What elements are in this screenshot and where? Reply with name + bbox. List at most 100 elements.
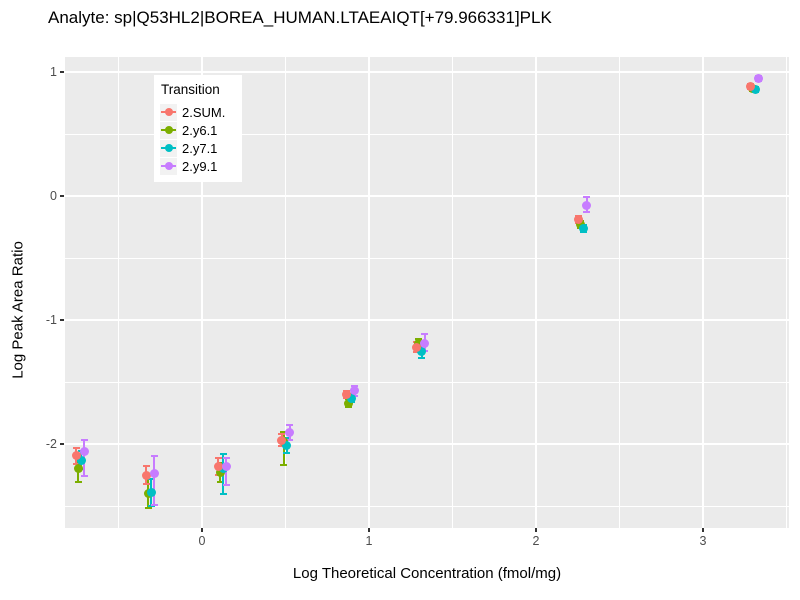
data-point-2.y6.1 <box>344 398 354 408</box>
data-point-2.y7.1 <box>146 487 156 497</box>
data-point-2.SUM. <box>412 342 422 352</box>
data-point-2.y6.1 <box>215 468 225 478</box>
y-tick-label: 1 <box>50 65 57 79</box>
error-bar-cap <box>583 196 591 199</box>
error-bar-cap <box>142 465 150 468</box>
error-bar <box>153 456 156 505</box>
error-bar-cap <box>72 446 80 449</box>
data-point-2.SUM. <box>71 450 81 460</box>
errorbar-point-key-icon <box>160 157 177 175</box>
x-tick-label: 0 <box>198 534 206 548</box>
gridline-major-x <box>368 57 370 528</box>
chart-title: Analyte: sp|Q53HL2|BOREA_HUMAN.LTAEAIQT[… <box>48 8 552 27</box>
y-tick-mark <box>60 319 64 321</box>
x-tick-label: 2 <box>532 534 540 548</box>
x-tick-mark <box>535 528 537 532</box>
gridline-minor-y <box>65 257 789 259</box>
gridline-minor-y <box>65 381 789 383</box>
error-bar-cap <box>278 445 285 448</box>
legend-item-label: 2.y9.1 <box>182 158 218 174</box>
legend-title: Transition <box>161 82 220 97</box>
data-point-2.y9.1 <box>221 461 231 471</box>
data-point-2.SUM. <box>213 461 223 471</box>
legend-item-2y91: 2.y9.1 <box>160 157 242 175</box>
legend: Transition 2.SUM. 2.y6.1 2.y7.1 2.y9.1 <box>154 75 242 182</box>
data-point-2.y9.1 <box>582 201 592 211</box>
legend-item-2y61: 2.y6.1 <box>160 121 242 139</box>
data-point-2.y9.1 <box>285 428 294 438</box>
legend-item-2y71: 2.y7.1 <box>160 139 242 157</box>
x-tick-mark <box>702 528 704 532</box>
gridline-major-y <box>65 443 789 445</box>
y-tick-mark <box>60 71 64 73</box>
error-bar-cap <box>280 430 287 433</box>
x-tick-label: 3 <box>699 534 707 548</box>
errorbar-point-key-icon <box>160 121 177 139</box>
x-tick-mark <box>368 528 370 532</box>
error-bar-cap <box>351 384 359 387</box>
error-bar-cap <box>147 477 155 480</box>
gridline-minor-y <box>65 505 789 507</box>
gridline-minor-x <box>452 57 453 528</box>
gridline-minor-x <box>786 57 787 528</box>
error-bar-cap <box>150 503 158 506</box>
data-point-2.SUM. <box>141 470 151 480</box>
gridline-major-x <box>702 57 704 528</box>
gridline-minor-x <box>619 57 620 528</box>
legend-item-label: 2.SUM. <box>182 104 226 120</box>
error-bar-cap <box>421 332 429 335</box>
error-bar-cap <box>413 351 421 354</box>
data-point-2.SUM. <box>746 82 756 92</box>
data-point-2.y7.1 <box>417 346 427 356</box>
legend-item-label: 2.y6.1 <box>182 122 218 138</box>
x-tick-label: 1 <box>365 534 373 548</box>
y-tick-label: -2 <box>45 437 57 451</box>
x-tick-mark <box>201 528 203 532</box>
data-point-2.y9.1 <box>754 73 764 83</box>
error-bar-cap <box>72 462 80 465</box>
error-bar-cap <box>418 357 426 360</box>
y-tick-label: 0 <box>50 189 57 203</box>
gridline-major-x <box>535 57 537 528</box>
error-bar-cap <box>216 481 224 484</box>
gridline-minor-x <box>285 57 286 528</box>
data-point-2.SUM. <box>342 389 352 399</box>
error-bar-cap <box>283 451 290 454</box>
error-bar-cap <box>286 439 293 442</box>
error-bar-cap <box>150 455 158 458</box>
gridline-major-x <box>201 57 203 528</box>
errorbar-point-key-icon <box>160 139 177 157</box>
legend-item-label: 2.y7.1 <box>182 140 218 156</box>
y-tick-mark <box>60 195 64 197</box>
data-point-2.y7.1 <box>751 84 761 94</box>
gridline-minor-x <box>118 57 119 528</box>
data-point-2.y6.1 <box>73 464 83 474</box>
error-bar-cap <box>144 507 152 510</box>
error-bar-cap <box>222 483 230 486</box>
error-bar-cap <box>80 439 88 442</box>
error-bar-cap <box>286 424 293 427</box>
error-bar-cap <box>222 456 230 459</box>
data-point-2.y7.1 <box>282 440 291 450</box>
error-bar-cap <box>278 433 285 436</box>
error-bar-cap <box>219 492 227 495</box>
y-tick-mark <box>60 443 64 445</box>
error-bar-cap <box>214 456 222 459</box>
error-bar-cap <box>280 464 287 467</box>
legend-item-2sum: 2.SUM. <box>160 103 242 121</box>
data-point-2.SUM. <box>277 435 286 445</box>
x-axis-title: Log Theoretical Concentration (fmol/mg) <box>292 565 562 582</box>
gridline-major-y <box>65 195 789 197</box>
errorbar-point-key-icon <box>160 103 177 121</box>
data-point-2.y7.1 <box>347 393 357 403</box>
data-point-2.SUM. <box>574 215 584 225</box>
gridline-major-y <box>65 71 789 73</box>
error-bar-cap <box>219 452 227 455</box>
error-bar-cap <box>583 211 591 214</box>
error-bar-cap <box>147 505 155 507</box>
error-bar-cap <box>415 337 423 340</box>
data-point-2.y9.1 <box>350 386 360 396</box>
gridline-minor-y <box>65 133 789 135</box>
data-point-2.y7.1 <box>76 455 86 465</box>
data-point-2.y9.1 <box>79 446 89 456</box>
